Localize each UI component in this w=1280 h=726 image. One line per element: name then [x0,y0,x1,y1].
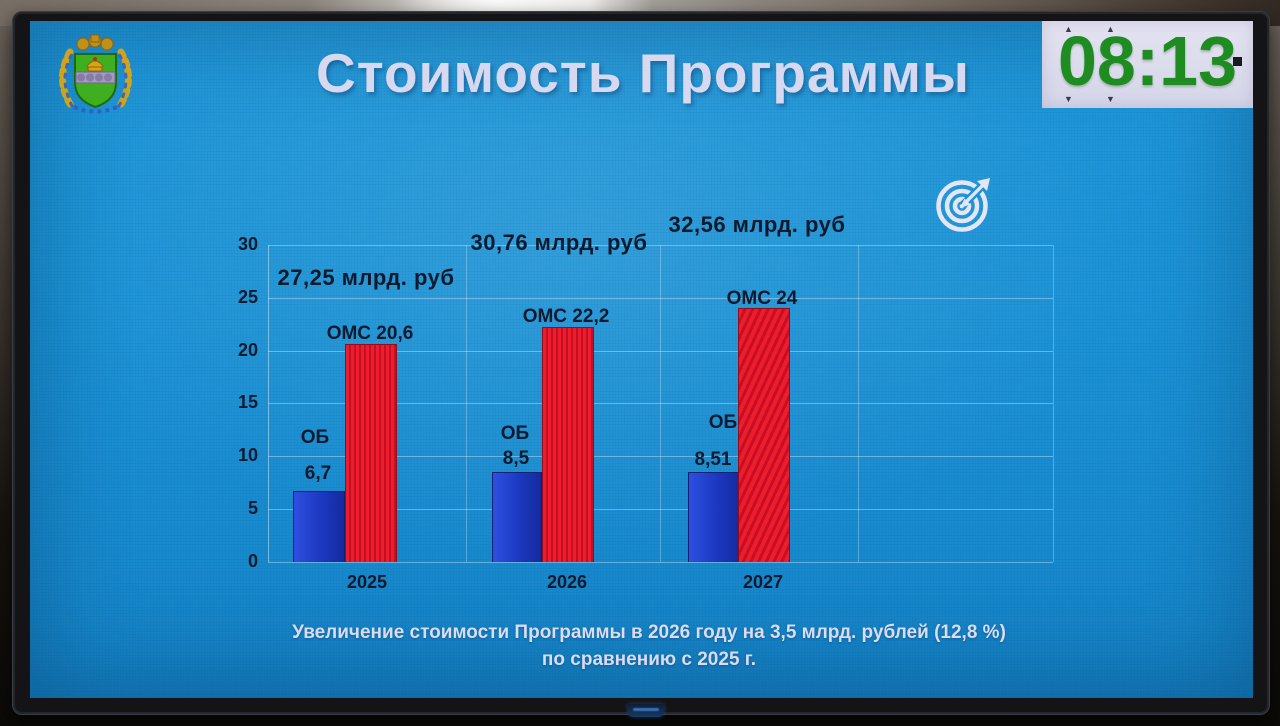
oms-bar-label-2026: ОМС 22,2 [522,306,610,327]
y-axis-line [268,245,269,562]
slide-caption: Увеличение стоимости Программы в 2026 го… [49,619,1249,673]
gridline [1053,245,1054,562]
gridline [268,508,1053,510]
x-label-2026: 2026 [546,572,588,592]
clock-corner-dot [1233,57,1242,66]
chart-plot: 0 5 10 15 20 25 30 [30,21,1253,698]
group-total-2025: 27,25 млрд. руб [277,265,455,290]
bar-ob-2026 [492,471,542,563]
kaluga-coat-of-arms-icon [59,34,132,114]
clock-widget: 08:13 ▲ ▲ ▼ ▼ [1042,21,1253,108]
ob-value-2025: 6,7 [304,463,332,484]
caption-line-1: Увеличение стоимости Программы в 2026 го… [292,622,1006,643]
gridline [268,297,1053,299]
y-tick-label: 20 [237,339,258,360]
gridline [268,561,1053,563]
gridline [858,245,859,562]
y-tick-label: 15 [237,392,258,413]
tv-brand-logo [628,704,664,717]
bar-ob-2025 [293,490,345,563]
tv-logo-glint [633,708,659,711]
y-tick-label: 10 [237,445,258,465]
ob-value-2027: 8,51 [694,449,732,470]
gridline [268,245,1053,246]
clock-up-arrow-icon: ▲ [1106,24,1115,34]
target-bullseye-icon [936,178,990,232]
slide-title: Стоимость Программы [316,42,970,104]
gridline [268,403,1053,405]
clock-down-arrow-icon: ▼ [1064,94,1073,104]
gridline [268,456,1053,457]
clock-down-arrow-icon: ▼ [1106,94,1115,104]
presentation-slide: Стоимость Программы 08:13 ▲ ▲ ▼ ▼ 0 5 10 15… [30,21,1253,698]
oms-bar-label-2025: ОМС 20,6 [326,323,414,344]
clock-up-arrow-icon: ▲ [1064,24,1073,34]
ob-value-2026: 8,5 [502,448,530,469]
y-tick-label: 0 [247,550,258,571]
oms-bar-label-2027: ОМС 24 [726,288,798,309]
ob-name-2026: ОБ [500,423,530,444]
bar-oms-2026 [542,327,594,563]
gridline [268,350,1053,352]
y-tick-label: 30 [237,234,258,254]
y-tick-label: 5 [247,497,258,518]
bar-ob-2027 [688,471,740,563]
bar-oms-2027 [738,308,790,563]
x-label-2027: 2027 [742,572,784,592]
bar-oms-2025 [345,344,397,563]
ob-name-2025: ОБ [300,427,330,448]
group-total-2026: 30,76 млрд. руб [470,230,648,255]
group-total-2027: 32,56 млрд. руб [668,212,846,237]
caption-line-2: по сравнению с 2025 г. [541,649,757,670]
y-tick-label: 25 [237,286,258,307]
clock-time: 08:13 [1057,22,1238,100]
x-label-2025: 2025 [346,572,388,592]
gridline [660,245,661,562]
gridline [466,245,467,562]
ob-name-2027: ОБ [708,412,738,433]
